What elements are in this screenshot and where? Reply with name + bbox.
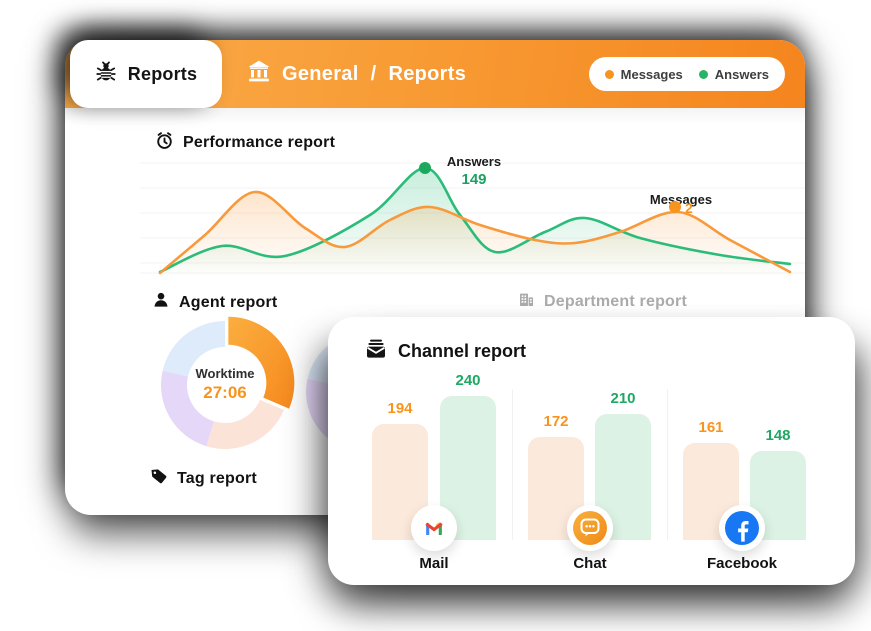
legend-item-answers[interactable]: Answers [698, 66, 769, 82]
header-shadow-fade [65, 108, 805, 124]
tag-icon [150, 467, 168, 490]
answers-annotation-label: Answers [446, 154, 502, 169]
breadcrumb-separator: / [370, 62, 377, 85]
bar-value: 240 [455, 372, 481, 389]
answers-marker-dot [419, 162, 431, 174]
messages-dot-icon [604, 69, 614, 79]
performance-report-label: Performance report [183, 134, 336, 151]
worktime-center: Worktime 27:06 [175, 366, 275, 403]
messages-marker-dot [669, 201, 681, 213]
reports-tab-label: Reports [127, 63, 198, 84]
bar-messages-facebook: 161 [683, 419, 739, 540]
breadcrumb: General / Reports [246, 40, 466, 108]
bar-value: 161 [698, 419, 724, 436]
breadcrumb-section[interactable]: General [282, 62, 359, 85]
worktime-label: Worktime [195, 366, 255, 381]
alarm-clock-icon [155, 131, 174, 155]
bug-icon [95, 61, 117, 88]
channel-label-chat: Chat [573, 555, 607, 572]
messages-annotation-label: Messages [649, 192, 713, 207]
reports-tab[interactable]: Reports [70, 40, 222, 108]
answers-annotation-value: 149 [461, 171, 487, 188]
channel-label-mail: Mail [419, 555, 449, 572]
tag-report-label: Tag report [177, 469, 257, 487]
group-divider [512, 389, 513, 540]
channel-label-facebook: Facebook [706, 555, 778, 572]
channel-report-label: Channel report [398, 341, 527, 361]
channel-report-card: Channel report 194 240 172 210 161 148 [328, 317, 855, 585]
building-icon [518, 291, 535, 313]
answers-annotation: Answers 149 [438, 154, 510, 188]
tag-report-title[interactable]: Tag report [150, 467, 257, 490]
chart-legend: Messages Answers [588, 57, 785, 91]
bank-icon [246, 58, 272, 90]
bar-value: 172 [543, 413, 569, 430]
facebook-icon [719, 505, 765, 551]
gmail-icon [411, 505, 457, 551]
performance-report-title[interactable]: Performance report [155, 131, 335, 155]
person-icon [152, 291, 170, 314]
inbox-icon [364, 337, 388, 366]
legend-answers-label: Answers [714, 66, 769, 82]
worktime-value: 27:06 [203, 383, 247, 402]
department-report-title[interactable]: Department report [518, 291, 687, 313]
bar-messages-chat: 172 [528, 413, 584, 540]
legend-messages-label: Messages [620, 66, 683, 82]
breadcrumb-current[interactable]: Reports [388, 62, 467, 85]
messages-annotation: Messages [636, 192, 726, 207]
legend-item-messages[interactable]: Messages [604, 66, 683, 82]
channel-report-title[interactable]: Channel report [364, 337, 526, 366]
group-divider [667, 389, 668, 540]
messages-marker-value: 2 [685, 200, 693, 216]
bar-value: 210 [610, 390, 636, 407]
agent-report-label: Agent report [179, 293, 278, 311]
chat-bubble-icon [567, 505, 613, 551]
answers-dot-icon [698, 69, 708, 79]
bar-value: 148 [765, 427, 791, 444]
department-report-label: Department report [544, 293, 687, 310]
agent-report-title[interactable]: Agent report [152, 291, 277, 314]
bar-value: 194 [387, 400, 413, 417]
